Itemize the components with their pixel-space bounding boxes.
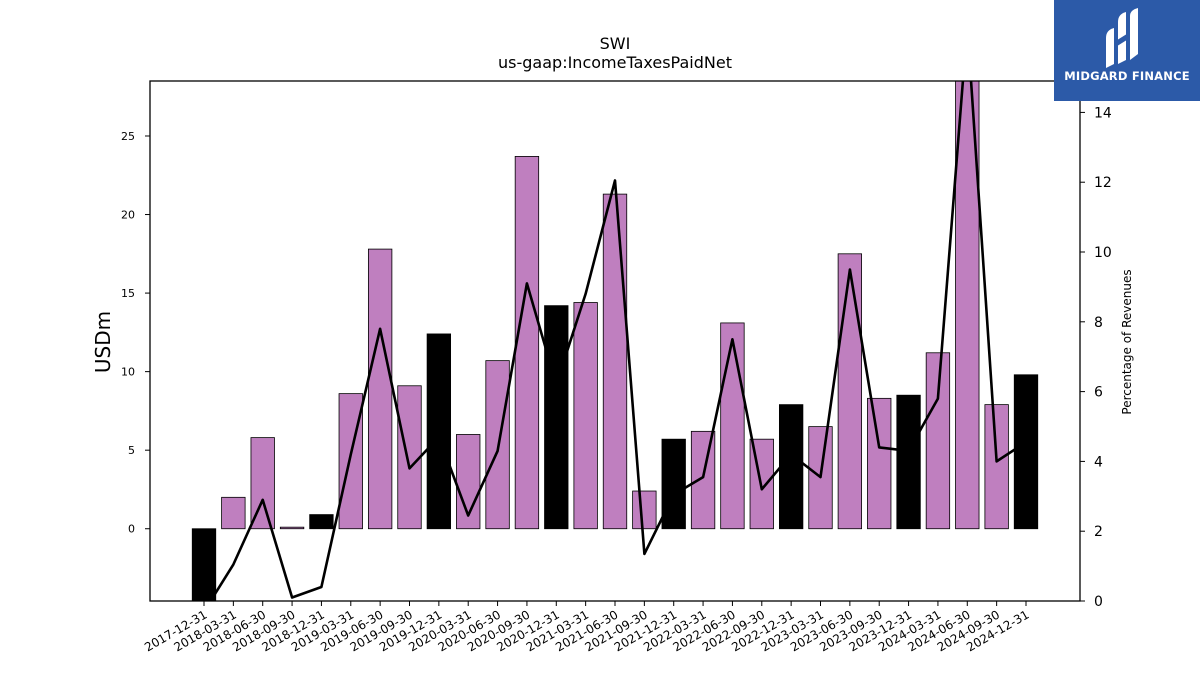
bar [1013,374,1039,530]
bar [221,496,246,530]
bar [309,514,334,530]
y-tick-label: 25 [121,130,135,143]
y2-tick-label: 4 [1094,454,1103,470]
y2-tick-label: 12 [1094,175,1112,191]
bar [279,526,305,530]
bar [984,404,1009,530]
bar [397,385,422,530]
bar [837,253,863,530]
y2-tick-label: 10 [1094,245,1112,261]
bar [778,404,804,530]
bar [514,156,540,530]
chart-subtitle: us-gaap:IncomeTaxesPaidNet [498,53,732,72]
bar [544,305,569,530]
y-tick-label: 5 [128,444,135,457]
y-tick-label: 20 [121,209,135,222]
logo-mark-icon [1106,8,1138,68]
bar [367,248,393,530]
y2-tick-label: 0 [1094,594,1103,610]
chart-marks: 0510152025024681012142017-12-312018-03-3… [121,80,1112,654]
bar [661,438,686,530]
y2-tick-label: 14 [1094,105,1112,121]
bar [925,352,951,530]
bar [632,490,657,530]
y2-tick-label: 6 [1094,385,1103,401]
bar [720,322,745,530]
bar [250,437,275,530]
brand-logo: MIDGARD FINANCE [1054,0,1200,101]
bar [191,528,217,601]
y-tick-label: 15 [121,287,135,300]
y2-tick-label: 8 [1094,315,1103,331]
bar [573,302,598,530]
chart-title: SWI [600,34,631,53]
bar [955,81,980,530]
plot-area [191,81,1039,601]
y-axis-label: USDm [91,311,115,373]
bar [690,430,716,530]
y-tick-label: 10 [121,366,135,379]
bar [602,193,628,530]
bar [867,397,892,530]
bar [426,333,452,530]
y2-tick-label: 2 [1094,524,1103,540]
logo-text: MIDGARD FINANCE [1064,69,1190,83]
y-tick-label: 0 [128,523,135,536]
y2-axis-label: Percentage of Revenues [1120,269,1134,414]
revenue-percentage-line [209,81,1027,601]
bar [896,394,921,530]
